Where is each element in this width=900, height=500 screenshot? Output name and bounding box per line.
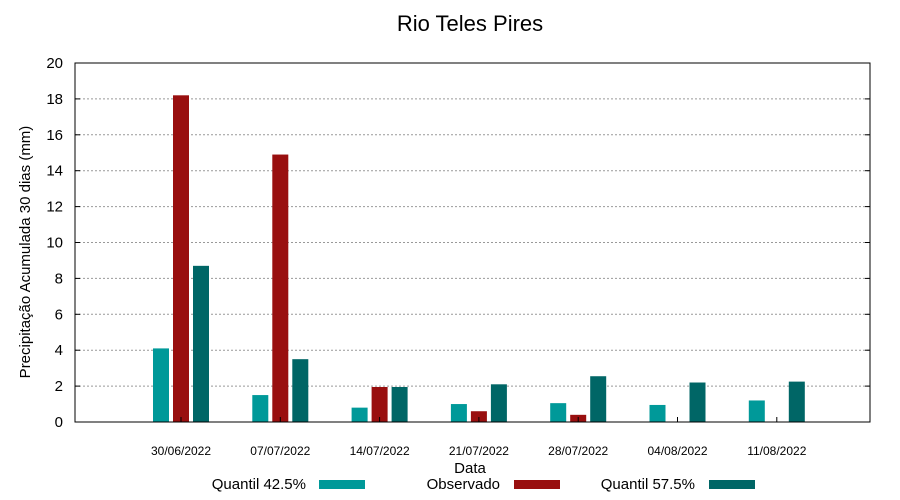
bar: [649, 404, 666, 422]
bar: [351, 407, 368, 422]
legend-swatch: [709, 480, 755, 489]
y-tick-label: 4: [55, 342, 63, 359]
legend-swatch: [319, 480, 365, 489]
y-tick-label: 18: [46, 91, 63, 108]
bar: [748, 400, 765, 422]
legend-swatch: [514, 480, 560, 489]
bars: [153, 95, 805, 423]
x-tick-label: 11/08/2022: [747, 444, 806, 458]
y-tick-label: 10: [46, 235, 63, 252]
y-tick-label: 16: [46, 127, 63, 144]
bar: [490, 384, 507, 422]
y-tick-label: 2: [55, 378, 63, 395]
legend: Quantil 42.5% Observado Quantil 57.5%: [212, 476, 755, 493]
bar: [590, 376, 607, 422]
y-axis-ticks: 0 2 4 6 8 10 12 14 16 18 20: [46, 55, 870, 431]
y-tick-label: 6: [55, 306, 63, 323]
y-tick-label: 8: [55, 270, 63, 287]
y-axis-label: Precipitação Acumulada 30 dias (mm): [17, 126, 34, 379]
bar: [292, 359, 309, 422]
bar: [788, 381, 805, 422]
legend-label: Quantil 57.5%: [601, 476, 695, 493]
bar: [371, 386, 388, 422]
x-axis-label: Data: [454, 460, 486, 477]
bar: [252, 395, 269, 422]
legend-label: Observado: [427, 476, 500, 493]
bar: [550, 403, 567, 422]
x-tick-label: 04/08/2022: [647, 444, 707, 458]
x-tick-label: 30/06/2022: [151, 444, 211, 458]
bar: [470, 411, 487, 422]
y-tick-label: 20: [46, 55, 63, 72]
legend-label: Quantil 42.5%: [212, 476, 306, 493]
bar: [193, 265, 209, 422]
bar: [272, 154, 289, 423]
y-tick-label: 0: [55, 414, 63, 431]
y-tick-label: 12: [46, 199, 63, 216]
x-axis-ticks: 30/06/2022 07/07/2022 14/07/2022 21/07/2022…: [151, 417, 807, 458]
bar: [153, 348, 169, 422]
bar: [391, 386, 408, 422]
bar: [450, 404, 467, 422]
x-tick-label: 21/07/2022: [449, 444, 509, 458]
y-tick-label: 14: [46, 163, 63, 180]
chart-title: Rio Teles Pires: [397, 11, 543, 36]
bar: [173, 95, 189, 422]
x-tick-label: 28/07/2022: [548, 444, 608, 458]
bar: [689, 382, 706, 422]
x-tick-label: 14/07/2022: [350, 444, 410, 458]
x-tick-label: 07/07/2022: [250, 444, 310, 458]
